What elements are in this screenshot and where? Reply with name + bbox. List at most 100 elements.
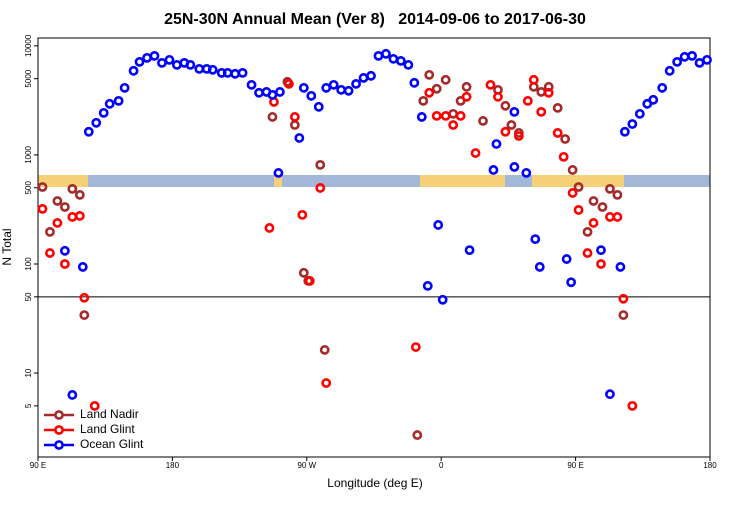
point (149, 50, 160, 61)
point (522, 95, 533, 106)
x-tick-label: 180 (703, 461, 717, 470)
legend-marker (54, 440, 64, 450)
point (627, 400, 638, 411)
y-tick-label: 10 (24, 368, 33, 377)
point (37, 182, 48, 192)
y-tick-label: 1000 (24, 145, 33, 163)
point (634, 108, 645, 119)
point (395, 55, 406, 66)
point (246, 79, 257, 90)
legend-marker (54, 425, 64, 435)
point (702, 54, 712, 65)
point (298, 82, 309, 93)
point (207, 64, 218, 75)
point (74, 210, 85, 221)
point (672, 56, 683, 67)
point (315, 159, 326, 170)
point (618, 293, 629, 304)
point (431, 110, 442, 121)
point (615, 262, 626, 272)
point (264, 223, 275, 233)
y-tick-label: 5000 (24, 69, 33, 87)
x-tick-label: 180 (166, 461, 180, 470)
point (440, 74, 451, 85)
point (89, 400, 100, 411)
point (416, 112, 427, 122)
point (561, 254, 572, 264)
point (294, 133, 305, 143)
point (79, 310, 90, 320)
point (403, 59, 414, 70)
point (343, 85, 354, 96)
point (470, 148, 481, 158)
point (418, 95, 429, 106)
y-tick-label: 50 (24, 292, 33, 301)
point (478, 116, 488, 126)
point (448, 120, 459, 130)
point (648, 94, 659, 105)
legend-label: Ocean Glint (80, 437, 144, 451)
point (328, 79, 339, 90)
point (657, 82, 668, 93)
point (273, 168, 284, 178)
point (552, 128, 563, 138)
y-tick-label: 500 (24, 181, 33, 195)
series (59, 48, 712, 400)
point (558, 151, 569, 162)
point (588, 196, 599, 206)
point (52, 196, 63, 206)
point (67, 390, 78, 400)
point (582, 226, 593, 237)
land-strip (420, 175, 505, 187)
point (534, 262, 545, 272)
point (509, 106, 520, 117)
point (59, 202, 70, 212)
x-tick-label: 90 E (567, 461, 583, 470)
map-strip (38, 175, 710, 187)
point (619, 126, 630, 137)
x-tick-label: 90 E (30, 461, 46, 470)
point (315, 183, 326, 193)
point (412, 430, 423, 440)
point (37, 203, 48, 214)
point (98, 107, 109, 118)
point (560, 134, 571, 144)
point (381, 48, 391, 59)
point (455, 110, 466, 121)
point (410, 342, 421, 352)
point (366, 70, 376, 81)
point (612, 189, 623, 200)
plot-frame (37, 37, 711, 458)
point (431, 83, 442, 94)
point (157, 57, 167, 68)
point (321, 378, 332, 388)
point (422, 280, 433, 291)
point (409, 77, 420, 88)
point (52, 218, 63, 228)
point (488, 165, 499, 175)
point (424, 69, 435, 80)
point (91, 117, 102, 128)
point (513, 131, 524, 141)
point (605, 183, 615, 194)
point (567, 165, 578, 175)
point (275, 87, 285, 97)
y-tick-label: 5 (24, 403, 33, 408)
point (596, 245, 606, 256)
point (45, 226, 55, 237)
point (536, 106, 547, 117)
point (530, 234, 541, 245)
point (694, 57, 705, 68)
x-tick-label: 90 W (297, 461, 316, 470)
y-axis-label: N Total (0, 228, 14, 265)
point (543, 87, 554, 98)
point (687, 50, 697, 61)
point (79, 292, 90, 303)
point (521, 168, 532, 178)
chart-title: 25N-30N Annual Mean (Ver 8) 2014-09-06 t… (164, 11, 586, 28)
point (283, 78, 294, 89)
point (461, 81, 472, 92)
point (464, 245, 475, 256)
point (437, 294, 448, 305)
